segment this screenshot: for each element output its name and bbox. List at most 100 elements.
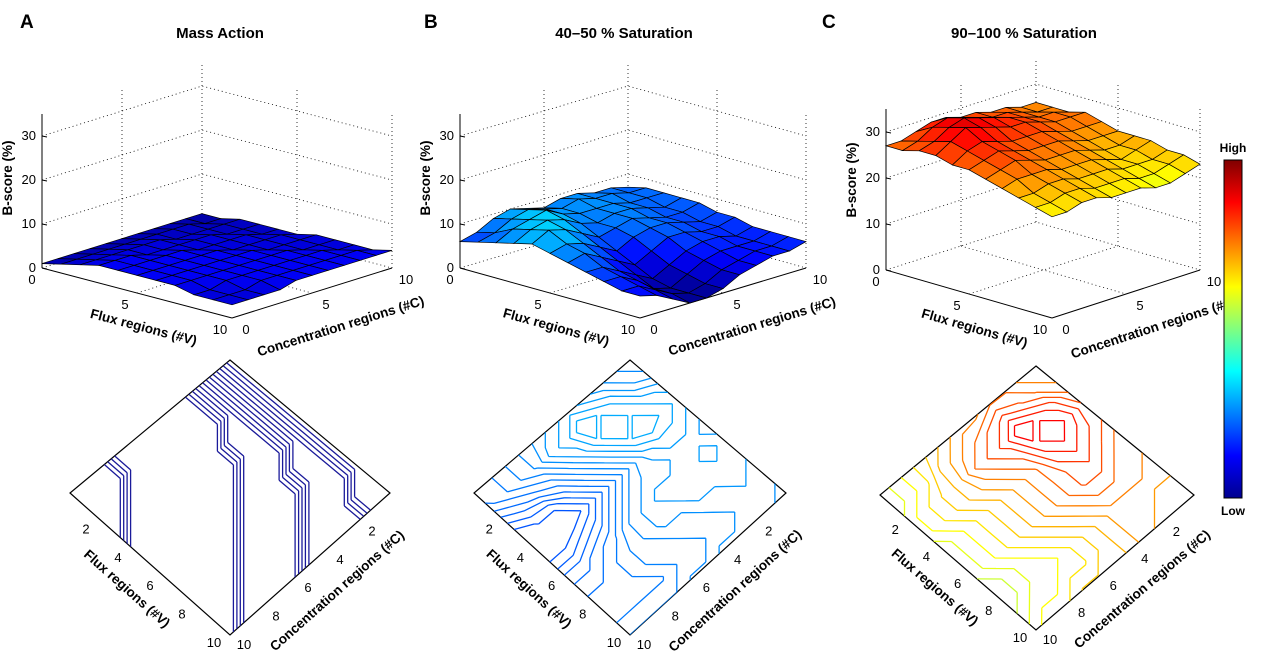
x-tick-label: 5 xyxy=(1136,298,1143,313)
y-axis-line xyxy=(459,267,641,319)
contour-line xyxy=(103,388,245,623)
contour-line xyxy=(500,497,597,576)
contour-lines xyxy=(888,381,1171,626)
contour-line xyxy=(912,466,1087,602)
contour-line xyxy=(198,385,296,578)
contour-line xyxy=(491,477,665,624)
z-tick-label: 0 xyxy=(873,262,880,277)
z-tick-mark xyxy=(885,177,892,180)
contour-y-tick-label: 4 xyxy=(923,549,930,564)
surface xyxy=(41,213,393,306)
z-tick-label: 10 xyxy=(22,216,36,231)
contour-x-tick-label: 8 xyxy=(672,609,679,624)
contour-y-tick-label: 6 xyxy=(954,576,961,591)
contour-line xyxy=(937,447,1127,554)
contour-line xyxy=(107,390,241,626)
y-tick-label: 0 xyxy=(446,272,453,287)
contour-line xyxy=(1007,409,1078,453)
z-tick-label: 0 xyxy=(29,260,36,275)
contour-line xyxy=(986,396,1103,486)
contour-line xyxy=(888,487,1031,625)
y-axis-label: Flux regions (#V) xyxy=(920,306,1029,351)
contour-x-tick-label: 2 xyxy=(1173,524,1180,539)
panel-a: A Mass Action 0 10 20 30 B-score (%) 0 5 10 0 5 10 Fl… xyxy=(0,12,426,654)
contour-line xyxy=(212,373,310,565)
contour-line xyxy=(208,376,307,569)
contour-line xyxy=(949,436,1171,543)
z-tick-label: 30 xyxy=(866,124,880,139)
contour-frame xyxy=(879,365,1195,631)
axes-box xyxy=(885,109,1201,319)
z-tick-mark xyxy=(459,179,466,182)
z-tick-label: 20 xyxy=(22,172,36,187)
contour-y-tick-label: 4 xyxy=(114,550,121,565)
contour-x-tick-label: 10 xyxy=(1043,632,1057,647)
contour-line xyxy=(507,502,590,570)
y-tick-label: 0 xyxy=(872,274,879,289)
x-tick-label: 0 xyxy=(242,322,249,337)
contour-x-tick-label: 4 xyxy=(1141,551,1148,566)
contour-line xyxy=(205,379,303,572)
contour-y-tick-label: 2 xyxy=(486,521,493,536)
contour-line xyxy=(219,368,365,517)
z-axis-label: B-score (%) xyxy=(0,140,15,215)
contour-y-tick-label: 2 xyxy=(892,522,899,537)
grid-line xyxy=(885,83,1201,133)
contour-y-tick-label: 4 xyxy=(517,550,524,565)
contour-y-tick-label: 6 xyxy=(146,578,153,593)
contour-line xyxy=(513,509,582,563)
contour-lines xyxy=(103,362,372,632)
contour-y-axis-label: Flux regions (#V) xyxy=(889,546,982,629)
contour-line xyxy=(215,370,361,520)
contour-frame xyxy=(69,359,391,636)
grid-line xyxy=(885,221,1201,271)
y-tick-label: 10 xyxy=(621,322,635,337)
z-tick-label: 30 xyxy=(22,128,36,143)
x-tick-label: 5 xyxy=(322,297,329,312)
x-tick-label: 10 xyxy=(1207,274,1221,289)
contour-line xyxy=(202,382,300,575)
contour-line xyxy=(900,477,1059,626)
x-axis-line xyxy=(231,267,393,319)
x-tick-label: 10 xyxy=(813,272,827,287)
contour-x-tick-label: 2 xyxy=(765,523,772,538)
contour-x-tick-label: 6 xyxy=(1110,578,1117,593)
colorbar: High Low xyxy=(1220,141,1247,518)
contour-x-tick-label: 2 xyxy=(368,523,375,538)
contour-x-tick-label: 8 xyxy=(1078,605,1085,620)
contour-line xyxy=(998,401,1090,463)
contour-x-tick-label: 6 xyxy=(304,580,311,595)
y-tick-label: 5 xyxy=(121,297,128,312)
grid-line xyxy=(459,129,807,181)
colorbar-bar xyxy=(1223,159,1243,499)
z-tick-mark xyxy=(41,179,48,182)
grid-line xyxy=(968,245,1119,295)
panel-letter: C xyxy=(822,12,836,33)
grid-line xyxy=(41,129,393,181)
z-tick-label: 30 xyxy=(440,128,454,143)
colorbar-high-label: High xyxy=(1220,141,1247,155)
z-tick-mark xyxy=(885,131,892,134)
surface-patch xyxy=(1034,202,1068,218)
z-tick-label: 10 xyxy=(866,216,880,231)
y-tick-label: 10 xyxy=(1033,322,1047,337)
surface xyxy=(884,102,1201,218)
contour-y-axis-label: Flux regions (#V) xyxy=(483,546,574,631)
grid-line xyxy=(960,245,1127,295)
y-tick-label: 5 xyxy=(953,298,960,313)
contour-line xyxy=(544,383,747,502)
z-axis-label: B-score (%) xyxy=(418,140,433,215)
contour-x-axis-label: Concentration regions (#C) xyxy=(666,527,805,655)
contour-y-tick-label: 2 xyxy=(82,521,89,536)
contour-y-tick-label: 10 xyxy=(1013,630,1027,645)
contour-line xyxy=(925,456,1099,591)
x-axis-label: Concentration regions (#C) xyxy=(667,294,838,359)
contour-y-tick-label: 8 xyxy=(579,607,586,622)
axes-box xyxy=(459,114,807,319)
y-axis-line xyxy=(41,267,233,319)
z-tick-label: 0 xyxy=(447,260,454,275)
